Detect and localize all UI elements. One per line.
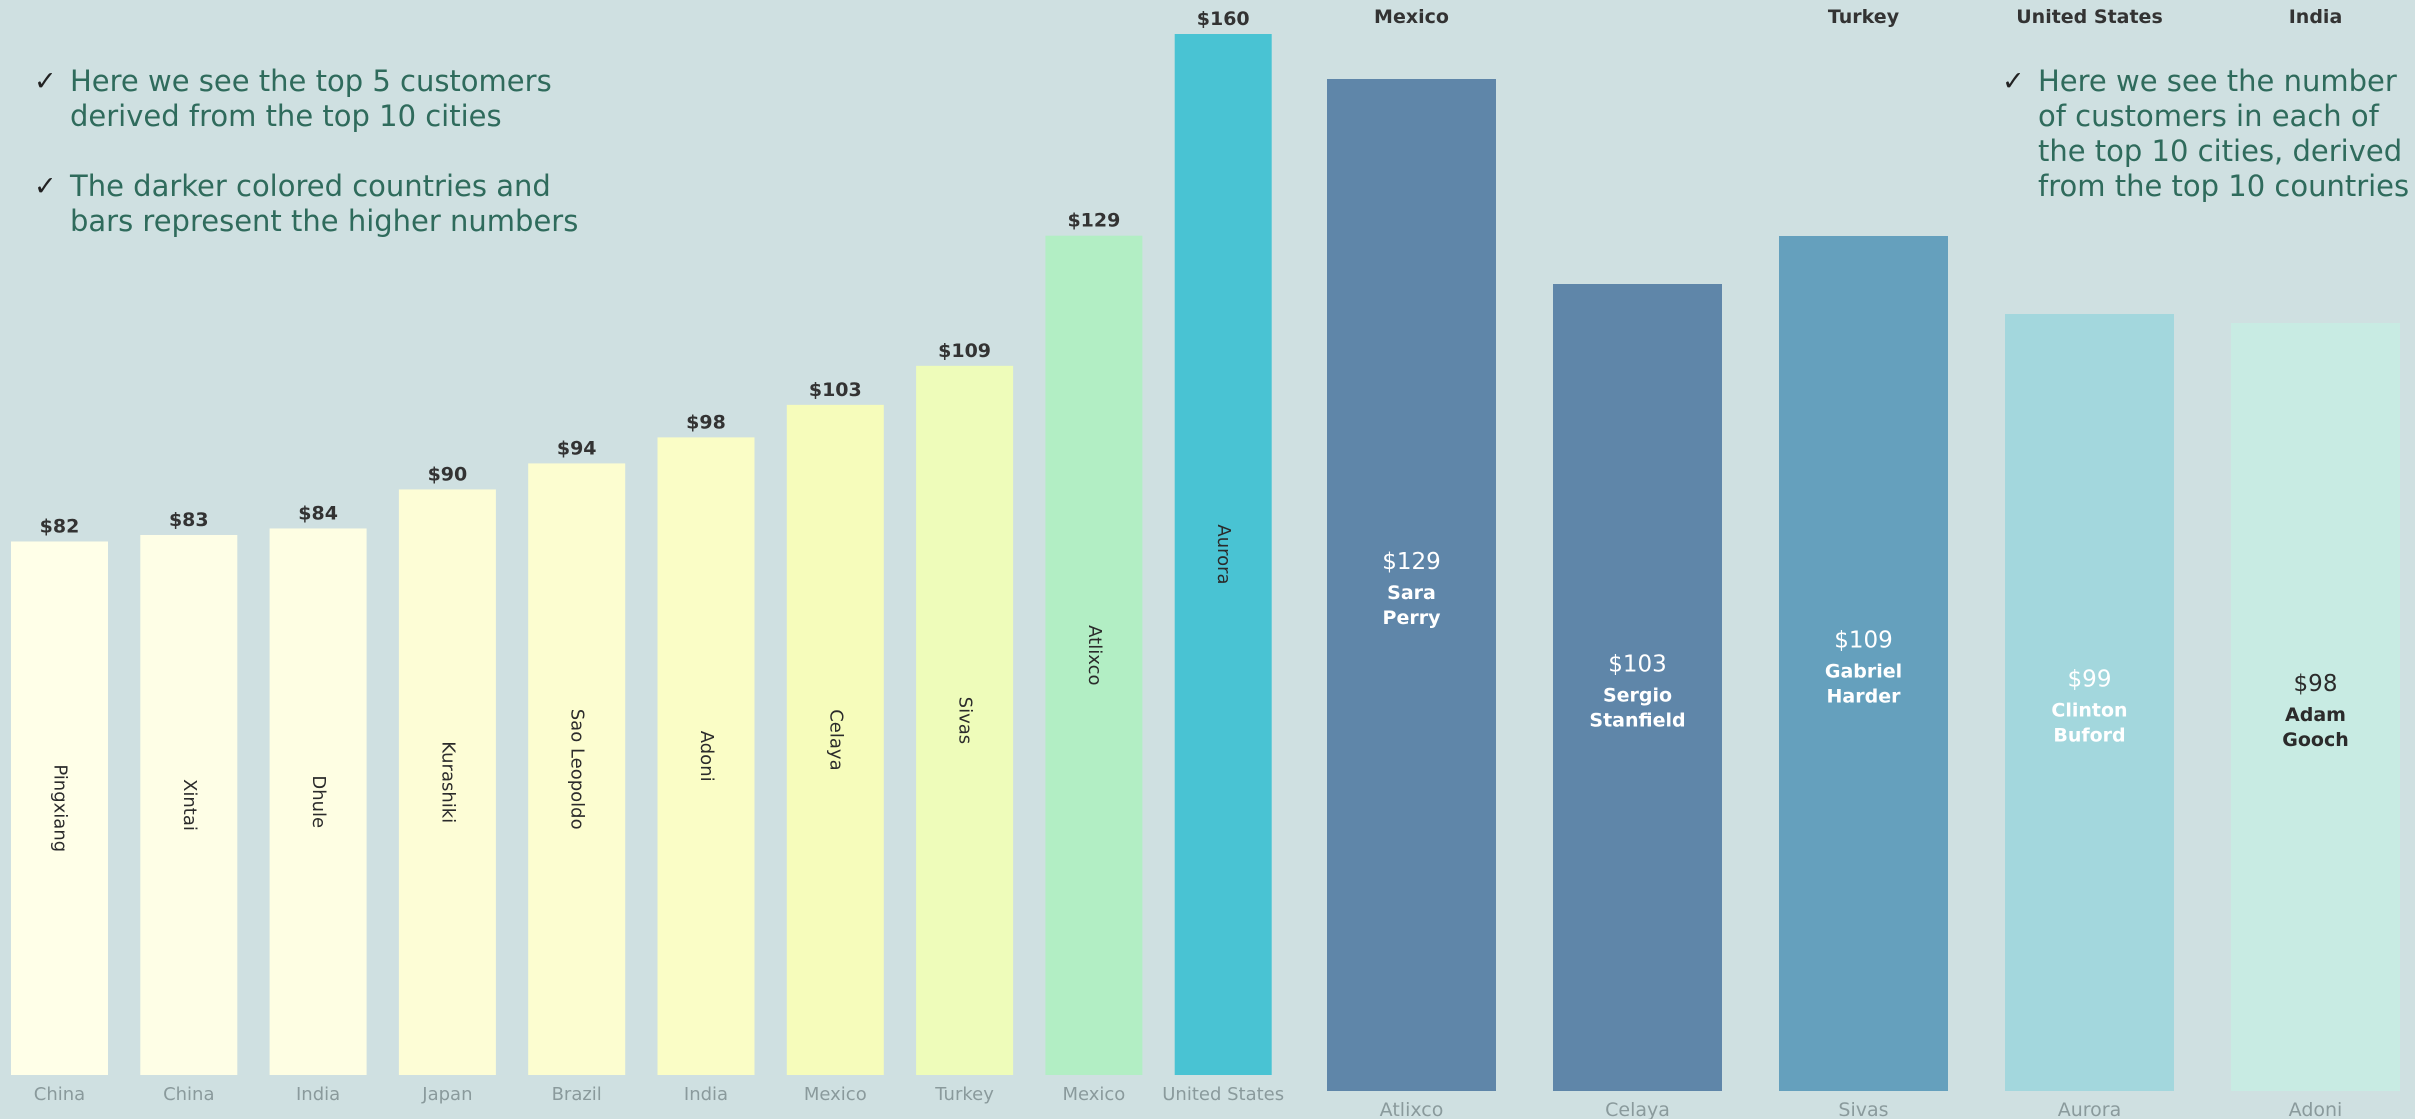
country-header: India xyxy=(2289,6,2343,28)
bar xyxy=(1327,79,1496,1091)
data-label: $98 xyxy=(2294,671,2338,697)
bar xyxy=(1779,236,1948,1091)
bar-city-label: Kurashiki xyxy=(437,741,458,823)
x-tick-label: India xyxy=(684,1084,728,1105)
country-header: Turkey xyxy=(1828,6,1900,28)
data-label: $82 xyxy=(40,515,80,537)
bar-city-label: Xintai xyxy=(179,779,200,831)
bar-city-label: Pingxiang xyxy=(50,764,71,852)
x-tick-label: Mexico xyxy=(1062,1084,1125,1105)
x-tick-label: Japan xyxy=(421,1084,472,1105)
bar xyxy=(398,489,496,1075)
check-icon: ✓ xyxy=(34,66,57,97)
x-tick-label: Turkey xyxy=(934,1084,994,1105)
bar-city-label: Atlixco xyxy=(1084,625,1105,685)
right-annotation: ✓ Here we see the number of customers in… xyxy=(2002,64,2412,239)
bar xyxy=(1174,34,1272,1075)
x-tick-label: China xyxy=(34,1084,85,1105)
left-note-1-text: Here we see the top 5 customers derived … xyxy=(70,64,552,133)
left-note-2: ✓ The darker colored countries and bars … xyxy=(34,169,594,239)
check-icon: ✓ xyxy=(34,171,57,202)
x-tick-label: United States xyxy=(1162,1084,1284,1105)
customer-name: Buford xyxy=(2053,725,2125,747)
x-tick-label: China xyxy=(163,1084,214,1105)
bar-city-label: Sao Leopoldo xyxy=(567,709,588,830)
x-tick-label: Aurora xyxy=(2058,1099,2122,1119)
customer-name: Gabriel xyxy=(1825,661,1902,683)
data-label: $109 xyxy=(1834,628,1893,654)
x-tick-label: Celaya xyxy=(1605,1099,1670,1119)
bar xyxy=(1553,284,1722,1091)
right-note-1-text: Here we see the number of customers in e… xyxy=(2038,64,2410,203)
customer-name: Adam xyxy=(2285,704,2346,726)
left-note-2-text: The darker colored countries and bars re… xyxy=(70,169,579,238)
customer-name: Harder xyxy=(1827,686,1902,708)
x-tick-label: Sivas xyxy=(1838,1099,1888,1119)
bar xyxy=(269,528,367,1075)
bar xyxy=(786,404,884,1075)
customer-name: Sara xyxy=(1387,582,1436,604)
data-label: $129 xyxy=(1382,549,1441,575)
bar xyxy=(11,541,108,1075)
right-note-1: ✓ Here we see the number of customers in… xyxy=(2002,64,2412,204)
customer-name: Clinton xyxy=(2051,700,2127,722)
bar-city-label: Sivas xyxy=(955,697,976,745)
right-bar-chart: Mexico $129 Sara Perry Atlixco $103 Sergio Stan… xyxy=(1327,6,2400,1119)
data-label: $103 xyxy=(1608,652,1667,678)
left-bar-chart: $82 Pingxiang China $83 Xintai China $84 Dhule I… xyxy=(11,8,1284,1105)
bar xyxy=(2005,314,2174,1091)
country-header: Mexico xyxy=(1374,6,1449,28)
bar xyxy=(140,534,238,1075)
bar-city-label: Adoni xyxy=(696,731,717,782)
bar xyxy=(2231,323,2400,1091)
data-label: $99 xyxy=(2068,667,2112,693)
x-tick-label: India xyxy=(296,1084,340,1105)
data-label: $98 xyxy=(686,411,726,433)
x-tick-label: Adoni xyxy=(2289,1099,2343,1119)
customer-name: Sergio xyxy=(1603,685,1672,707)
x-tick-label: Atlixco xyxy=(1380,1099,1444,1119)
bar-city-label: Dhule xyxy=(308,775,329,828)
customer-name: Gooch xyxy=(2282,729,2349,751)
data-label: $129 xyxy=(1067,210,1120,232)
data-label: $90 xyxy=(428,463,468,485)
left-note-1: ✓ Here we see the top 5 customers derive… xyxy=(34,64,594,134)
check-icon: ✓ xyxy=(2002,66,2025,97)
bar xyxy=(1045,235,1143,1076)
x-tick-label: Brazil xyxy=(552,1084,602,1105)
customer-name: Stanfield xyxy=(1589,710,1685,732)
data-label: $103 xyxy=(809,379,862,401)
country-header: United States xyxy=(2016,6,2163,28)
data-label: $109 xyxy=(938,340,991,362)
customer-name: Perry xyxy=(1383,607,1442,629)
data-label: $94 xyxy=(557,437,597,459)
data-label: $84 xyxy=(298,502,338,524)
data-label: $160 xyxy=(1197,8,1250,30)
data-label: $83 xyxy=(169,509,209,531)
bar-city-label: Celaya xyxy=(825,709,846,770)
bar-city-label: Aurora xyxy=(1213,524,1234,584)
bar xyxy=(657,437,755,1075)
bar xyxy=(916,365,1014,1076)
bar xyxy=(528,463,626,1076)
x-tick-label: Mexico xyxy=(804,1084,867,1105)
left-annotation: ✓ Here we see the top 5 customers derive… xyxy=(34,64,594,274)
